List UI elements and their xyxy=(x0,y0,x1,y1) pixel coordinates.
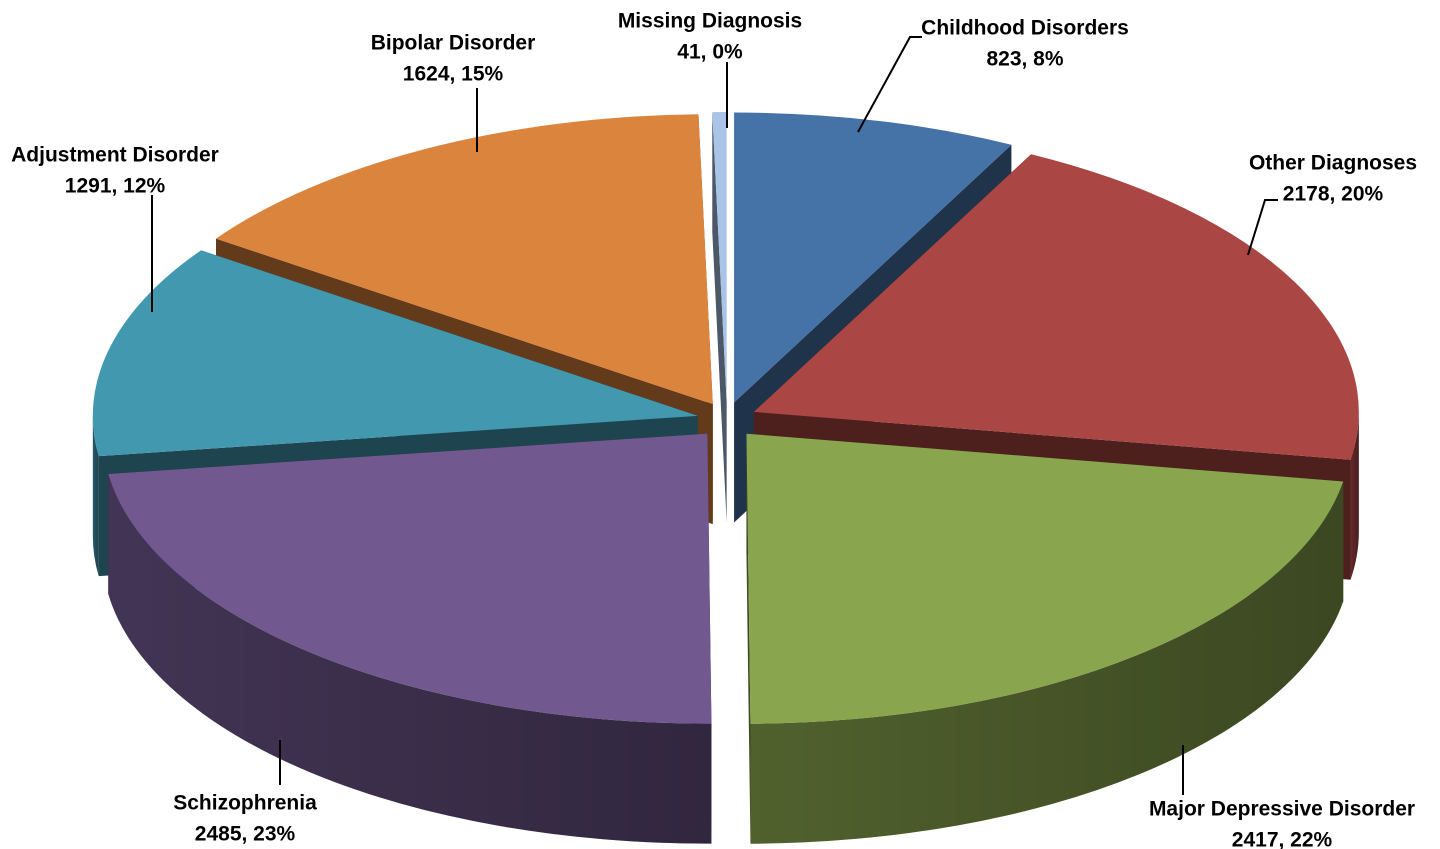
data-label-value-bipolar-disorder: 1624, 15% xyxy=(403,63,504,86)
data-label-name-childhood-disorders: Childhood Disorders xyxy=(921,17,1129,40)
slice-top-adjustment-disorder xyxy=(92,250,698,457)
data-label-name-missing-diagnosis: Missing Diagnosis xyxy=(618,10,802,33)
slice-top-major-depressive-disorder xyxy=(746,433,1344,724)
data-label-value-missing-diagnosis: 41, 0% xyxy=(677,41,743,64)
data-labels: Childhood Disorders 823, 8% Other Diagnose… xyxy=(11,10,1417,849)
data-label-value-schizophrenia: 2485, 23% xyxy=(195,823,296,846)
data-label-name-schizophrenia: Schizophrenia xyxy=(173,792,317,815)
leader-line-other-diagnoses xyxy=(1247,199,1278,256)
data-label-name-major-depressive-disorder: Major Depressive Disorder xyxy=(1149,798,1415,821)
slice-schizophrenia xyxy=(108,433,712,844)
data-label-value-major-depressive-disorder: 2417, 22% xyxy=(1232,829,1333,849)
data-label-name-adjustment-disorder: Adjustment Disorder xyxy=(11,144,219,167)
leader-lines xyxy=(151,36,1278,795)
slice-missing-diagnosis xyxy=(712,112,727,523)
pie-slices xyxy=(92,112,1359,844)
slice-top-other-diagnoses xyxy=(753,154,1359,460)
slice-top-schizophrenia xyxy=(108,433,712,724)
leader-line-childhood-disorders xyxy=(857,36,922,133)
data-label-value-childhood-disorders: 823, 8% xyxy=(986,48,1063,71)
slice-top-missing-diagnosis xyxy=(712,112,727,403)
data-label-value-other-diagnoses: 2178, 20% xyxy=(1283,183,1384,206)
data-label-value-adjustment-disorder: 1291, 12% xyxy=(65,175,166,198)
data-label-name-other-diagnoses: Other Diagnoses xyxy=(1249,152,1417,175)
slice-top-childhood-disorders xyxy=(734,112,1012,403)
slice-major-depressive-disorder xyxy=(746,433,1344,844)
data-label-name-bipolar-disorder: Bipolar Disorder xyxy=(371,32,536,55)
slice-top-bipolar-disorder xyxy=(216,114,713,405)
